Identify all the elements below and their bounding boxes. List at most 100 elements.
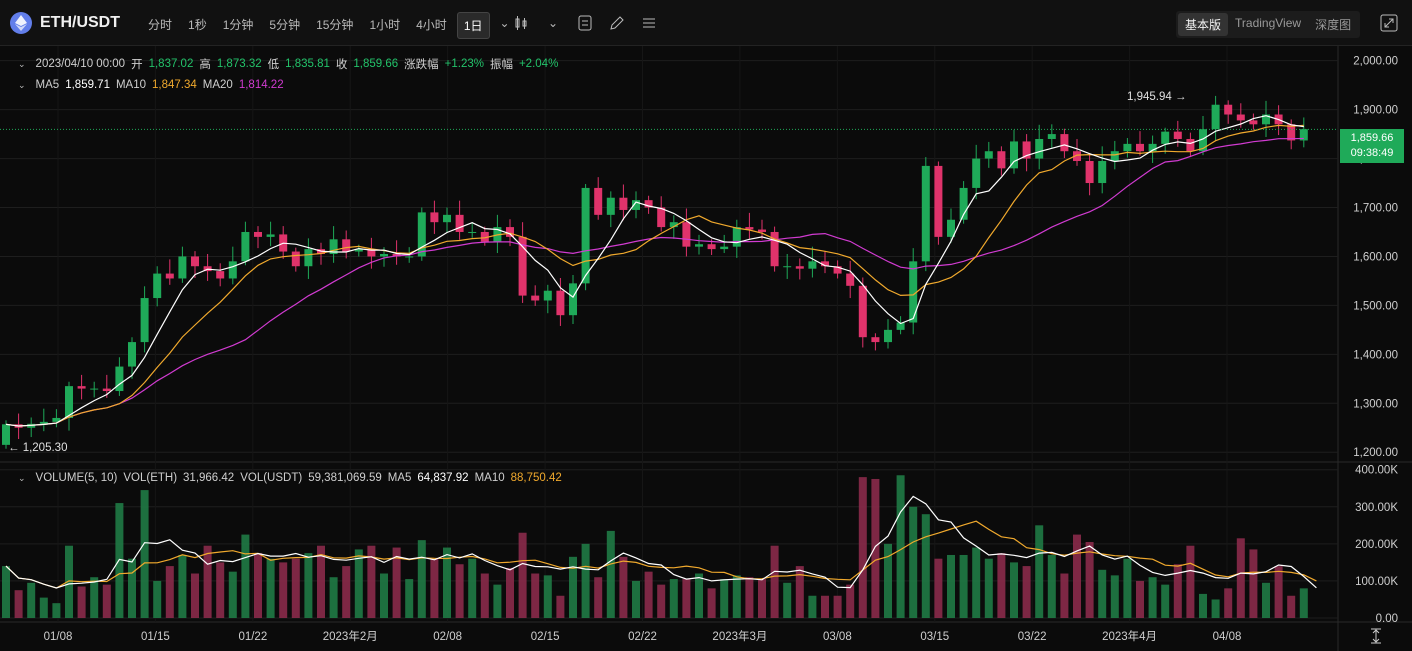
candle-body	[644, 200, 653, 208]
candlestick-chart[interactable]: 2,000.001,900.001,800.001,700.001,600.00…	[0, 46, 1412, 651]
view-depth[interactable]: 深度图	[1315, 18, 1352, 32]
candle-body	[669, 222, 678, 228]
chart-type-chevron-icon[interactable]: ⌄	[547, 16, 559, 30]
candle-body	[1073, 151, 1081, 162]
candle-type-icon[interactable]	[512, 14, 530, 32]
candle-body	[1010, 141, 1018, 169]
candle-body	[354, 249, 363, 252]
time-tick-label: 02/22	[628, 631, 657, 643]
candle-body	[821, 261, 829, 267]
candle-body	[216, 271, 225, 279]
volume-bar	[695, 573, 703, 618]
volume-bar	[858, 477, 867, 618]
candle-body	[1136, 143, 1144, 152]
trading-pair[interactable]: ETH/USDT	[10, 12, 120, 34]
interval-1h[interactable]: 1小时	[369, 18, 401, 32]
vol-ma10-value: 88,750.42	[510, 472, 562, 484]
candle-body	[77, 386, 86, 389]
volume-bar	[342, 566, 351, 618]
candle-body	[128, 342, 136, 367]
candle-body	[997, 151, 1006, 169]
volume-bar	[1123, 558, 1132, 618]
candle-body	[934, 165, 943, 237]
volume-bar	[959, 554, 968, 618]
volume-bar	[203, 545, 212, 618]
eth-logo-icon	[10, 12, 32, 34]
time-tick-label: 01/22	[238, 631, 267, 643]
ma20-line	[5, 137, 1304, 427]
indicator-icon[interactable]	[576, 14, 594, 32]
candle-body	[1085, 161, 1094, 184]
volume-tick-label: 200.00K	[1355, 539, 1398, 551]
interval-more-chevron-icon[interactable]: ⌄	[499, 16, 510, 30]
volume-bar	[2, 566, 10, 618]
volume-bar	[644, 571, 653, 618]
candle-body	[1047, 134, 1056, 139]
interval-5m[interactable]: 5分钟	[269, 18, 301, 32]
candle-body	[884, 329, 892, 343]
ma10-line	[5, 124, 1304, 427]
volume-bar	[1098, 569, 1107, 618]
candle-body	[758, 229, 766, 232]
candle-body	[1236, 114, 1245, 121]
price-tick-label: 1,200.00	[1353, 447, 1398, 459]
volume-title: VOLUME(5, 10)	[35, 472, 118, 484]
volume-bar	[254, 553, 262, 618]
volume-bar	[153, 580, 162, 618]
volume-bar	[228, 571, 237, 618]
interval-1d[interactable]: 1日	[456, 12, 490, 39]
candle-body	[921, 165, 930, 262]
time-tick-label: 2023年2月	[323, 629, 378, 643]
time-tick-label: 03/22	[1018, 631, 1047, 643]
low-annotation: ← 1,205.30	[8, 442, 67, 454]
volume-bar	[329, 577, 338, 618]
interval-1s[interactable]: 1秒	[188, 18, 207, 32]
candle-body	[1173, 131, 1182, 139]
candle-body	[1110, 151, 1119, 162]
interval-1m[interactable]: 1分钟	[222, 18, 254, 32]
view-tradingview[interactable]: TradingView	[1235, 16, 1302, 30]
volume-bar	[14, 590, 23, 618]
vol-ma5-value: 64,837.92	[417, 472, 469, 484]
volume-bar	[657, 584, 666, 618]
collapse-chevron-icon[interactable]: ⌄	[18, 472, 26, 483]
interval-4h[interactable]: 4小时	[416, 18, 447, 32]
volume-bar	[934, 558, 943, 618]
candle-body	[1249, 120, 1258, 125]
interval-15m[interactable]: 15分钟	[316, 18, 354, 32]
volume-bar	[1224, 588, 1233, 618]
candle-body	[619, 197, 628, 210]
volume-bar	[1262, 582, 1270, 618]
draw-pencil-icon[interactable]	[608, 14, 626, 32]
collapse-chevron-icon[interactable]: ⌄	[18, 58, 26, 69]
volume-bar	[367, 545, 376, 618]
time-tick-label: 02/08	[433, 631, 462, 643]
volume-bar	[1136, 580, 1144, 618]
candle-body	[115, 366, 124, 392]
volume-bar	[480, 573, 489, 618]
ma5-value: 1,859.71	[65, 79, 110, 91]
time-tick-label: 01/08	[44, 631, 73, 643]
ma10-value: 1,847.34	[152, 79, 197, 91]
candle-body	[380, 254, 388, 257]
volume-bar	[1035, 525, 1044, 618]
price-tick-label: 1,700.00	[1353, 203, 1398, 215]
volume-bar	[632, 580, 640, 618]
volume-bar	[669, 579, 678, 618]
volume-bar	[795, 566, 804, 618]
candle-body	[430, 212, 439, 223]
volume-bar	[921, 514, 930, 618]
volume-bar	[606, 530, 615, 618]
high-value: 1,873.32	[216, 58, 262, 70]
candle-body	[1022, 141, 1031, 159]
settings-list-icon[interactable]	[640, 14, 658, 32]
candle-body	[732, 227, 741, 247]
close-value: 1,859.66	[353, 58, 399, 70]
scale-reset-icon[interactable]	[1368, 628, 1384, 647]
interval-time[interactable]: 分时	[148, 18, 173, 32]
candle-body	[543, 290, 552, 301]
fullscreen-icon[interactable]	[1380, 14, 1398, 32]
price-tick-label: 1,300.00	[1353, 398, 1398, 410]
collapse-chevron-icon[interactable]: ⌄	[18, 79, 26, 90]
view-basic[interactable]: 基本版	[1178, 13, 1229, 36]
